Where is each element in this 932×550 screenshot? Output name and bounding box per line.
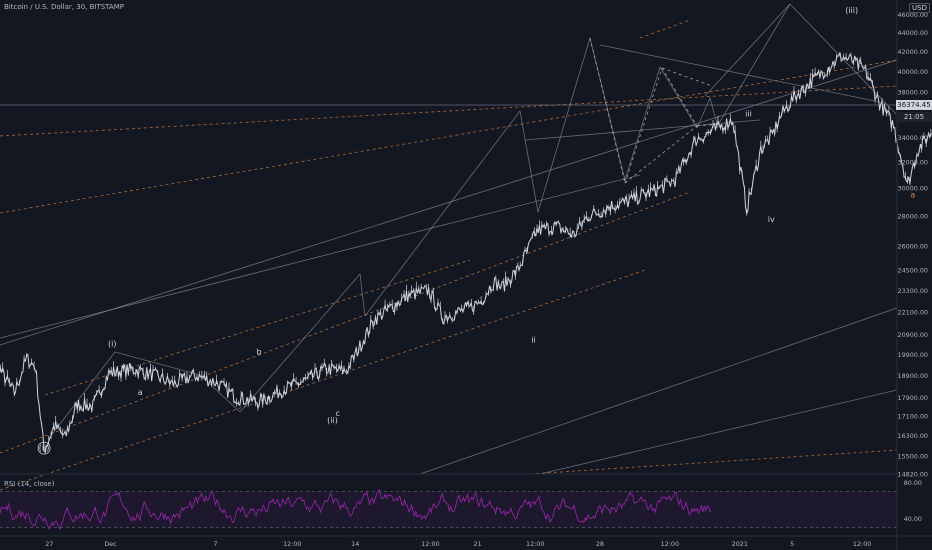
symbol-title: Bitcoin / U.S. Dollar, 30, BITSTAMP — [4, 3, 124, 11]
time-tick-label: 12:00 — [283, 540, 301, 548]
price-tick-label: 17900.00 — [898, 394, 929, 402]
wave-label: i — [525, 247, 527, 256]
time-tick-label: 12:00 — [853, 540, 871, 548]
price-tick-label: 24500.00 — [898, 267, 929, 275]
trend-line-4 — [529, 449, 898, 475]
trend-line-26 — [624, 66, 661, 181]
wave-label: iii — [745, 109, 752, 118]
trend-line-21 — [359, 273, 366, 317]
price-tick-label: 28000.00 — [898, 213, 929, 221]
time-tick-label: 14 — [351, 540, 359, 548]
price-tick-label: 44000.00 — [898, 29, 929, 37]
trend-line-17 — [49, 351, 116, 438]
time-tick-label: 27 — [45, 540, 53, 548]
trend-line-24 — [537, 37, 591, 213]
wave-label: (iii) — [845, 6, 858, 15]
price-series — [0, 52, 932, 455]
trend-line-5 — [639, 19, 691, 39]
drawing-lines — [0, 3, 898, 491]
time-tick-label: 2021 — [732, 540, 748, 548]
time-tick-label: 21 — [474, 540, 482, 548]
trend-line-19 — [199, 374, 241, 413]
trend-line-7 — [0, 59, 898, 346]
rsi-title[interactable]: RSI (14, close) — [4, 480, 55, 488]
time-tick-label: 5 — [790, 540, 794, 548]
price-tick-label: 26000.00 — [898, 243, 929, 251]
trend-line-0 — [0, 59, 898, 214]
trend-line-32 — [661, 67, 698, 127]
time-tick-label: 12:00 — [421, 540, 439, 548]
last-price-tag: 36374.45 — [896, 100, 932, 110]
trend-line-9 — [419, 307, 898, 475]
trend-line-20 — [239, 273, 361, 413]
trend-line-11 — [0, 174, 641, 339]
wave-label: (ii) — [327, 416, 338, 425]
trend-line-10 — [539, 389, 898, 475]
time-tick-label: 28 — [596, 540, 604, 548]
price-tick-label: 38000.00 — [898, 89, 929, 97]
trend-line-22 — [364, 110, 521, 317]
time-tick-label: Dec — [104, 540, 117, 548]
price-tick-label: 22100.00 — [898, 308, 929, 316]
trend-line-13 — [704, 3, 791, 97]
trend-line-30 — [589, 37, 626, 184]
currency-badge[interactable]: USD — [909, 3, 930, 13]
price-tick-label: 40000.00 — [898, 68, 929, 76]
trend-line-14 — [789, 3, 898, 116]
price-tick-label: 34000.00 — [898, 134, 929, 142]
price-tick-label: 46000.00 — [898, 11, 929, 19]
trend-line-34 — [661, 67, 713, 87]
price-tick-label: 14820.00 — [898, 471, 929, 479]
wave-label: a — [138, 388, 143, 397]
price-tick-label: 19900.00 — [898, 351, 929, 359]
wave-label: ii — [531, 335, 535, 344]
rsi-line — [0, 488, 712, 531]
price-tick-label: 32000.00 — [898, 158, 929, 166]
rsi-band — [0, 491, 897, 528]
wave-label: (i) — [108, 339, 116, 348]
wave-label: (ii) — [39, 444, 50, 453]
bar-countdown-tag: 21:05 — [896, 112, 932, 122]
rsi-pane — [0, 488, 897, 531]
rsi-axis[interactable]: 80.00 40.00 — [904, 479, 922, 523]
price-tick-label: 18900.00 — [898, 372, 929, 380]
wave-label: iv — [768, 215, 775, 224]
price-axis[interactable]: 46000.00 44000.00 42000.00 40000.00 38000.00… — [898, 11, 929, 478]
trend-line-27 — [659, 66, 698, 129]
price-tick-label: 16300.00 — [898, 432, 929, 440]
trend-line-15 — [714, 3, 791, 131]
price-tick-label: 15500.00 — [898, 452, 929, 460]
time-tick-label: 7 — [213, 540, 217, 548]
price-tick-label: 17100.00 — [898, 412, 929, 420]
wave-label: b — [257, 347, 262, 356]
trend-line-23 — [519, 110, 539, 213]
trend-line-28 — [696, 97, 711, 129]
price-tick-label: 23300.00 — [898, 287, 929, 295]
time-tick-label: 12:00 — [526, 540, 544, 548]
trend-line-31 — [624, 67, 663, 184]
price-tick-label: 30000.00 — [898, 185, 929, 193]
trend-line-16 — [524, 119, 761, 141]
rsi-tick-label: 80.00 — [904, 479, 922, 487]
wave-label: c — [336, 409, 340, 418]
time-tick-label: 12:00 — [661, 540, 679, 548]
price-tick-label: 20900.00 — [898, 331, 929, 339]
trend-line-18 — [114, 351, 201, 376]
wave-label-ring — [37, 441, 51, 455]
trend-line-12 — [599, 44, 881, 103]
price-tick-label: 42000.00 — [898, 48, 929, 56]
rsi-tick-label: 40.00 — [904, 515, 922, 523]
wave-label: a — [910, 191, 915, 200]
time-axis[interactable]: 27 Dec 7 12:00 14 12:00 21 12:00 28 12:00 2021 5 12:… — [45, 540, 871, 548]
